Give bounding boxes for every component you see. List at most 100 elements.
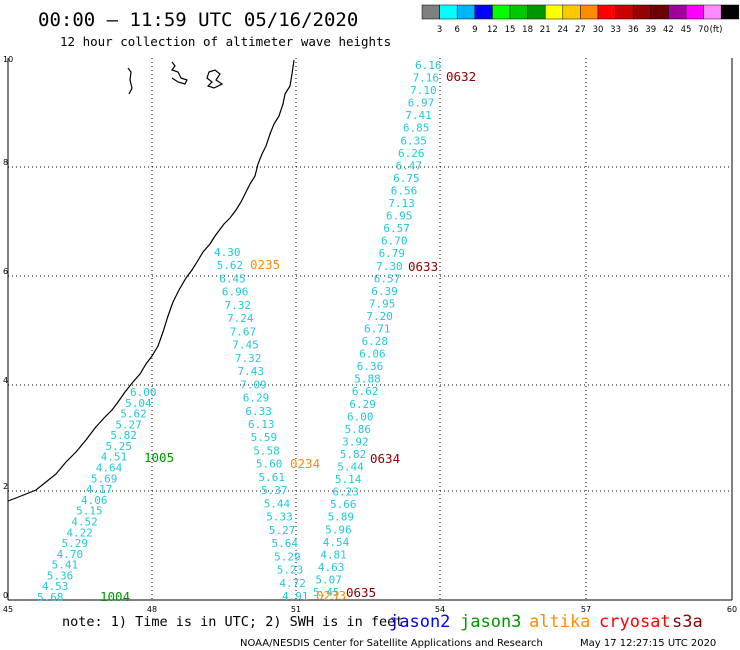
legend-swatch	[439, 4, 458, 20]
pass-0233: 0233	[316, 588, 346, 603]
wave-height-value: 5.61	[258, 471, 285, 484]
wave-height-value: 5.33	[266, 511, 293, 524]
legend-swatch	[685, 4, 704, 20]
legend-swatch	[527, 4, 546, 20]
pass-0635: 0635	[346, 585, 376, 600]
legend-label: 39	[645, 25, 656, 35]
wave-height-value: 5.27	[115, 418, 142, 431]
y-tick-label: 4	[3, 376, 8, 385]
satellite-cryosat: cryosat	[599, 612, 671, 632]
wave-height-value: 6.33	[245, 405, 272, 418]
legend-label: 33	[610, 25, 621, 35]
legend-label: 21	[540, 25, 551, 35]
satellite-legend: jason2 jason3 altika cryosat s3a	[389, 612, 703, 632]
wave-height-value: 5.62	[120, 408, 147, 421]
legend-swatch	[632, 4, 652, 20]
wave-height-value: 6.96	[222, 286, 249, 299]
legend-label: 42	[663, 25, 674, 35]
legend-label: 15	[505, 25, 516, 35]
wave-height-value: 7.45	[232, 339, 258, 352]
track-central: 4.305.626.456.967.327.247.677.457.327.43…	[214, 246, 309, 603]
wave-height-value: 5.45	[313, 586, 340, 599]
wave-height-value: 4.64	[96, 462, 123, 475]
legend-label: 12	[487, 25, 498, 35]
wave-height-value: 5.88	[354, 373, 381, 386]
island-b	[171, 61, 188, 85]
wave-height-value: 6.95	[386, 210, 413, 223]
wave-height-value: 5.29	[61, 537, 87, 550]
wave-height-value: 6.57	[374, 272, 401, 285]
coastline	[7, 59, 295, 502]
wave-height-value: 5.15	[76, 505, 103, 518]
map-grid: 45 48 51 54 57 60 0 2 4 6 8 10	[3, 55, 737, 614]
wave-height-value: 7.16	[413, 72, 440, 85]
legend-label: 45	[681, 25, 692, 35]
wave-height-value: 7.32	[224, 299, 251, 312]
wave-height-value: 6.23	[332, 486, 359, 499]
map-subtitle: 12 hour collection of altimeter wave hei…	[60, 34, 391, 49]
wave-height-tracks: 6.005.045.625.275.825.254.514.645.694.17…	[37, 59, 442, 604]
x-tick-label: 54	[435, 605, 445, 614]
wave-height-value: 4.52	[71, 515, 98, 528]
legend-swatch	[668, 4, 687, 20]
wave-height-value: 5.82	[340, 448, 367, 461]
wave-height-value: 4.70	[57, 548, 84, 561]
legend-swatch	[562, 4, 581, 20]
wave-height-value: 5.64	[272, 537, 299, 550]
wave-height-value: 6.45	[219, 272, 246, 285]
legend-label: 36	[628, 25, 639, 35]
wave-height-value: 7.20	[366, 310, 393, 323]
wave-height-value: 6.29	[349, 398, 376, 411]
wave-height-value: 5.36	[47, 569, 74, 582]
wave-height-value: 5.69	[91, 472, 118, 485]
legend-swatch	[580, 4, 599, 20]
wave-height-value: 4.91	[282, 590, 309, 603]
wave-height-value: 6.62	[352, 385, 379, 398]
footer-note: note: 1) Time is in UTC; 2) SWH is in fe…	[62, 614, 403, 630]
wave-height-value: 4.72	[279, 577, 306, 590]
island-a	[127, 67, 133, 95]
wave-height-value: 5.14	[335, 473, 362, 486]
legend-swatch	[597, 4, 616, 20]
satellite-jason2: jason2	[389, 612, 450, 632]
wave-height-value: 6.39	[371, 285, 398, 298]
wave-height-value: 6.97	[408, 97, 435, 110]
satellite-jason3: jason3	[460, 612, 521, 632]
wave-height-value: 6.71	[364, 323, 391, 336]
wave-height-value: 6.00	[347, 410, 374, 423]
legend-label: 70	[698, 25, 709, 35]
wave-height-value: 6.29	[243, 392, 270, 405]
map-title: 00:00 – 11:59 UTC 05/16/2020	[38, 9, 358, 31]
wave-height-value: 4.30	[214, 246, 241, 259]
pass-0633: 0633	[408, 259, 438, 274]
island-c	[206, 69, 224, 89]
wave-height-value: 6.06	[359, 348, 386, 361]
wave-height-value: 5.27	[269, 524, 296, 537]
wave-height-value: 6.36	[357, 360, 384, 373]
legend-swatch	[474, 4, 493, 20]
legend-label: 27	[575, 25, 586, 35]
wave-height-value: 7.30	[376, 260, 403, 273]
wave-height-value: 5.04	[125, 397, 152, 410]
wave-height-value: 5.86	[345, 423, 372, 436]
wave-height-value: 6.57	[383, 222, 410, 235]
legend-swatch	[509, 4, 528, 20]
wave-height-value: 5.25	[106, 440, 132, 453]
wave-height-value: 7.24	[227, 312, 254, 325]
legend-label: 30	[593, 25, 604, 35]
wave-height-value: 4.51	[101, 451, 128, 464]
timestamp-text: May 17 12:27:15 UTC 2020	[580, 638, 716, 649]
legend-swatch	[720, 4, 740, 20]
wave-height-value: 6.13	[248, 418, 275, 431]
credit-text: NOAA/NESDIS Center for Satellite Applica…	[240, 638, 543, 649]
wave-height-value: 6.47	[396, 159, 423, 172]
wave-height-value: 5.66	[330, 498, 357, 511]
legend-label: 3	[437, 25, 442, 35]
wave-height-value: 7.67	[230, 325, 257, 338]
wave-height-value: 5.96	[325, 523, 352, 536]
wave-height-value: 7.13	[388, 197, 415, 210]
pass-0632: 0632	[446, 69, 476, 84]
wave-height-value: 4.81	[320, 548, 347, 561]
legend-label: 6	[454, 25, 459, 35]
